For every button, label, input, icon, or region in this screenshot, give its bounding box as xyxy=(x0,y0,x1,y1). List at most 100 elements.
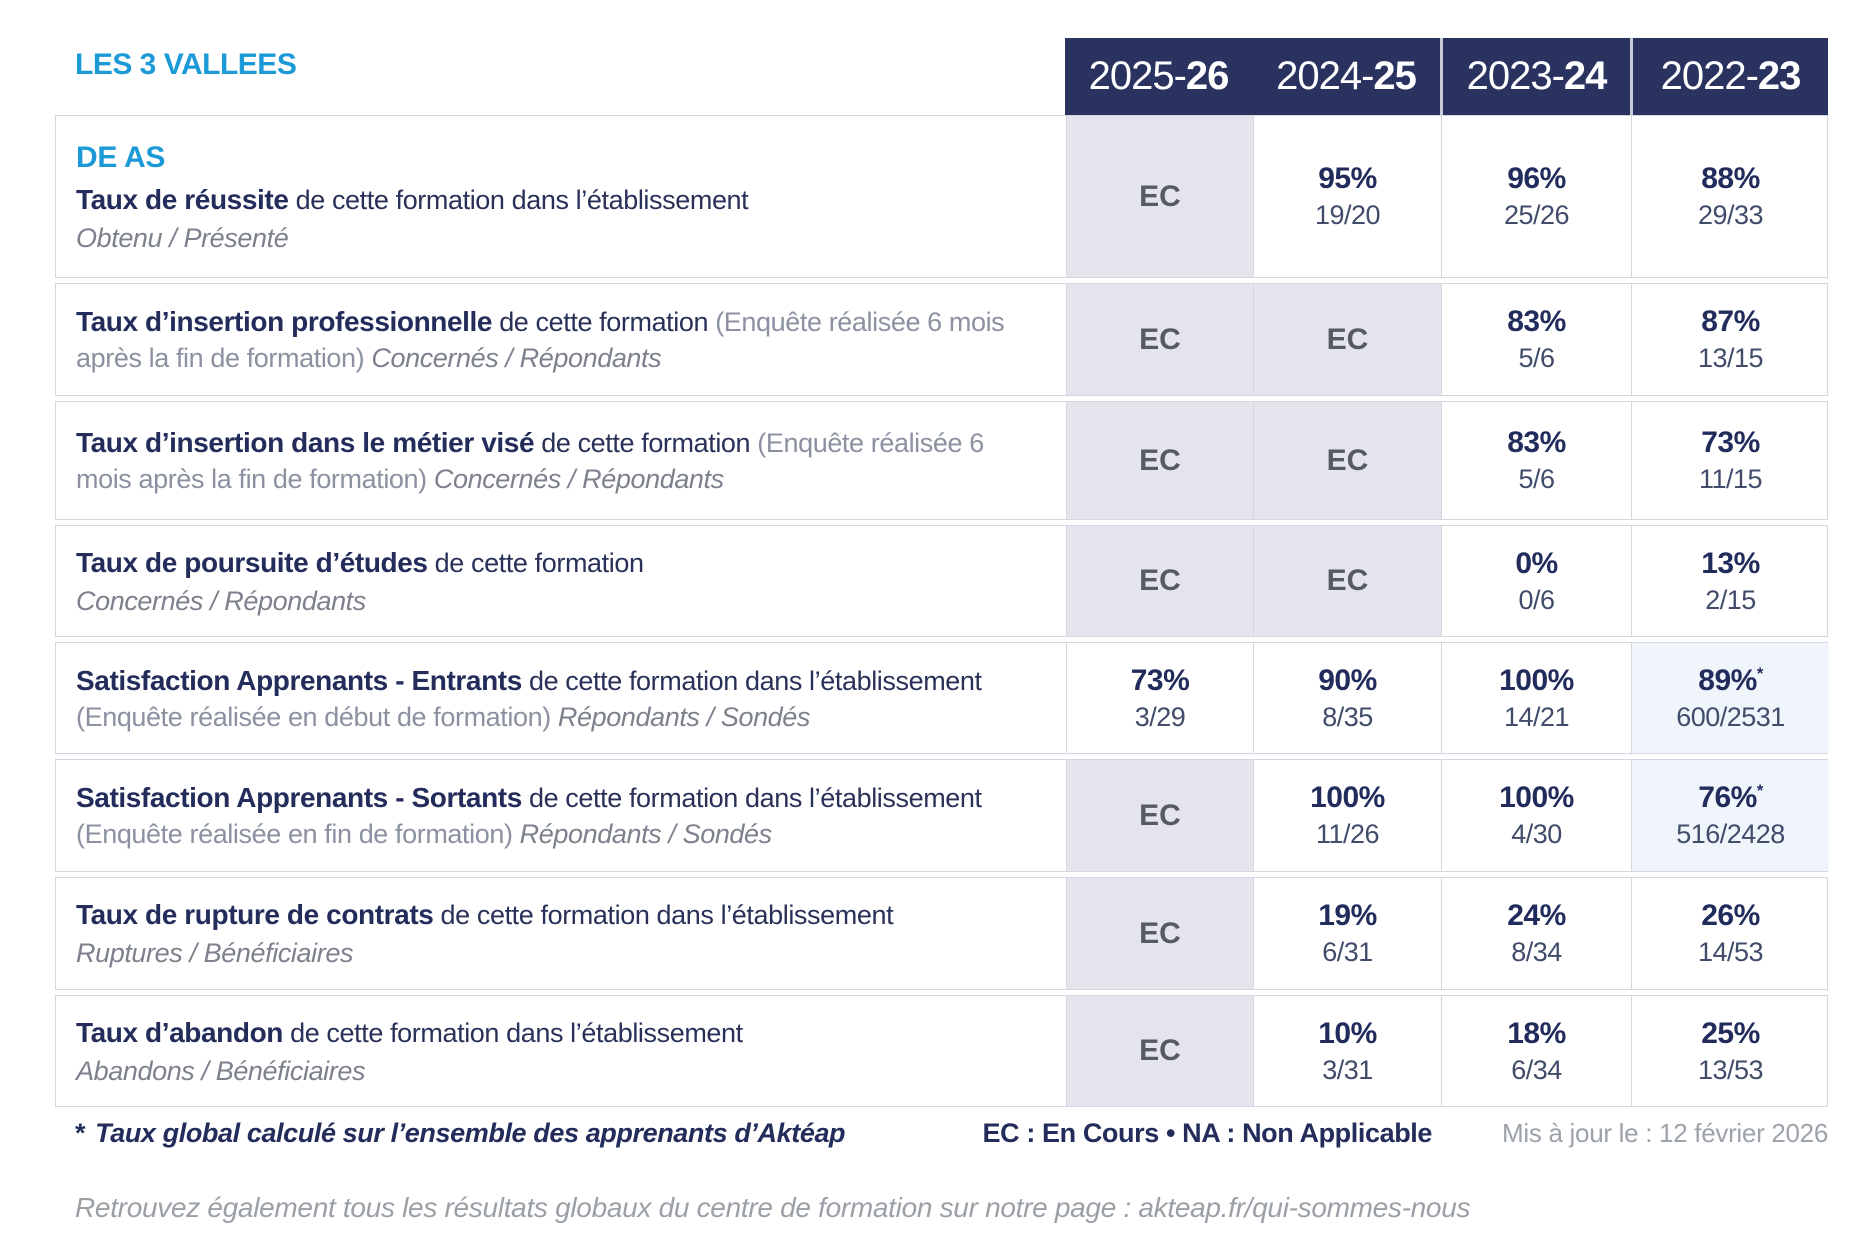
fraction-value: 19/20 xyxy=(1314,200,1381,230)
row-description: de cette formation dans l’établissement xyxy=(288,185,749,215)
percentage-value: 96% xyxy=(1507,162,1566,195)
program-name: DE AS xyxy=(76,141,166,175)
table-row: Taux d’insertion dans le métier visé de … xyxy=(55,401,1828,520)
footer: * Taux global calculé sur l’ensemble des … xyxy=(55,1118,1828,1149)
table-row: Taux d’abandon de cette formation dans l… xyxy=(55,995,1828,1107)
row-label-text: Taux de poursuite d’études de cette form… xyxy=(76,545,1038,582)
row-ratio-label: Obtenu / Présenté xyxy=(76,222,289,253)
percentage-value: 83% xyxy=(1507,305,1566,338)
row-survey-note: (Enquête réalisée 6 mois après la fin de… xyxy=(76,307,1005,374)
percentage-value: 89%* xyxy=(1698,663,1763,697)
row-label-cell: Satisfaction Apprenants - Sortants de ce… xyxy=(56,760,1066,871)
value-cell: 24% 8/34 xyxy=(1441,878,1631,989)
fraction-value: 29/33 xyxy=(1697,200,1764,230)
fraction-value: 6/34 xyxy=(1511,1054,1562,1085)
ec-badge: EC xyxy=(1139,916,1181,950)
table-row: Satisfaction Apprenants - Entrants de ce… xyxy=(55,642,1829,754)
value-cell: 83% 5/6 xyxy=(1441,284,1631,395)
row-description: de cette formation dans l’établissement xyxy=(521,783,982,814)
bottom-note: Retrouvez également tous les résultats g… xyxy=(75,1192,1471,1223)
fraction-value: 5/6 xyxy=(1518,464,1555,494)
percentage-value: 26% xyxy=(1701,899,1760,932)
row-label-text: Taux de réussite de cette formation dans… xyxy=(76,182,1038,219)
row-ratio-label: Ruptures / Bénéficiaires xyxy=(76,938,354,969)
percentage-value: 24% xyxy=(1507,899,1566,932)
ec-badge: EC xyxy=(1326,564,1369,597)
value-cell: 95% 19/20 xyxy=(1253,116,1441,277)
year-prefix: 2023- xyxy=(1466,54,1565,98)
percentage-value: 13% xyxy=(1701,546,1760,580)
ec-badge: EC xyxy=(1139,1034,1181,1067)
row-description: de cette formation xyxy=(492,307,716,338)
fraction-value: 0/6 xyxy=(1518,584,1555,615)
row-title: Taux d’abandon xyxy=(76,1016,283,1048)
row-title: Taux de poursuite d’études xyxy=(76,546,428,578)
percentage-value: 100% xyxy=(1499,781,1574,814)
percentage-value: 76%* xyxy=(1698,781,1763,814)
row-ratio-label: Abandons / Bénéficiaires xyxy=(76,1055,366,1086)
row-label-cell: Taux d’insertion dans le métier visé de … xyxy=(56,402,1066,519)
abbreviation-legend: EC : En Cours • NA : Non Applicable xyxy=(982,1118,1433,1148)
fraction-value: 11/15 xyxy=(1698,464,1763,494)
table-row: Taux de poursuite d’études de cette form… xyxy=(55,525,1828,637)
page-title: LES 3 VALLEES xyxy=(75,48,297,81)
year-suffix: 26 xyxy=(1185,54,1229,98)
row-survey-note: (Enquête réalisée 6 mois après la fin de… xyxy=(76,428,984,495)
year-header-cell: 2022- 23 xyxy=(1630,38,1828,115)
row-description: de cette formation dans l’établissement xyxy=(433,900,894,931)
fraction-value: 25/26 xyxy=(1503,200,1570,230)
fraction-value: 4/30 xyxy=(1511,819,1562,849)
year-suffix: 23 xyxy=(1757,54,1801,98)
row-description: de cette formation xyxy=(427,547,644,578)
fraction-value: 8/34 xyxy=(1511,937,1562,967)
value-cell: EC xyxy=(1253,284,1441,395)
year-header-cell: 2024- 25 xyxy=(1252,38,1440,115)
row-survey-note: (Enquête réalisée en début de formation) xyxy=(76,701,558,732)
value-cell: 0% 0/6 xyxy=(1441,526,1631,636)
row-ratio-label: Répondants / Sondés xyxy=(557,701,811,732)
value-cell: 73% 11/15 xyxy=(1631,402,1829,519)
row-label-text: Taux de rupture de contrats de cette for… xyxy=(76,897,1038,934)
row-label-cell: Taux de rupture de contrats de cette for… xyxy=(56,878,1066,989)
value-cell: 100% 14/21 xyxy=(1441,643,1631,753)
row-description: de cette formation xyxy=(534,428,758,459)
value-cell: 26% 14/53 xyxy=(1631,878,1829,989)
updated-date: Mis à jour le : 12 février 2026 xyxy=(1502,1118,1828,1148)
value-cell: 96% 25/26 xyxy=(1441,116,1631,277)
table-row: Satisfaction Apprenants - Sortants de ce… xyxy=(55,759,1829,872)
row-ratio-label: Concernés / Répondants xyxy=(433,464,724,495)
row-title: Taux d’insertion dans le métier visé xyxy=(76,427,535,459)
row-description: de cette formation dans l’établissement xyxy=(283,1017,743,1048)
fraction-value: 8/35 xyxy=(1322,701,1373,732)
row-label-cell: Taux d’abandon de cette formation dans l… xyxy=(56,996,1066,1106)
year-prefix: 2025- xyxy=(1088,54,1187,98)
row-label-text: Taux d’abandon de cette formation dans l… xyxy=(76,1015,1038,1052)
row-label-text: Taux d’insertion dans le métier visé de … xyxy=(76,425,1038,498)
ec-badge: EC xyxy=(1139,179,1181,213)
fraction-value: 14/53 xyxy=(1697,937,1764,967)
fraction-value: 3/29 xyxy=(1134,701,1186,732)
year-header-cell: 2025- 26 xyxy=(1065,38,1252,115)
value-cell: 100% 4/30 xyxy=(1441,760,1631,871)
row-ratio-label: Concernés / Répondants xyxy=(76,585,366,616)
year-suffix: 25 xyxy=(1373,54,1416,98)
value-cell: 10% 3/31 xyxy=(1253,996,1441,1106)
year-prefix: 2024- xyxy=(1276,54,1374,98)
row-label-text: Satisfaction Apprenants - Entrants de ce… xyxy=(76,663,1038,736)
percentage-value: 18% xyxy=(1507,1016,1566,1050)
percentage-value: 73% xyxy=(1130,663,1190,697)
fraction-value: 5/6 xyxy=(1518,343,1555,373)
value-cell: 87% 13/15 xyxy=(1631,284,1829,395)
fraction-value: 11/26 xyxy=(1315,819,1380,849)
row-title: Satisfaction Apprenants - Entrants xyxy=(76,664,522,696)
table-row: Taux de rupture de contrats de cette for… xyxy=(55,877,1828,990)
fraction-value: 2/15 xyxy=(1705,584,1756,615)
fraction-value: 13/53 xyxy=(1697,1054,1764,1085)
value-cell: 25% 13/53 xyxy=(1631,996,1829,1106)
fraction-value: 600/2531 xyxy=(1676,701,1785,732)
row-title: Taux de réussite xyxy=(76,184,289,215)
percentage-value: 73% xyxy=(1701,426,1760,459)
table-row: DE AS Taux de réussite de cette formation… xyxy=(55,115,1828,278)
percentage-value: 100% xyxy=(1499,663,1574,697)
ec-badge: EC xyxy=(1139,564,1181,597)
